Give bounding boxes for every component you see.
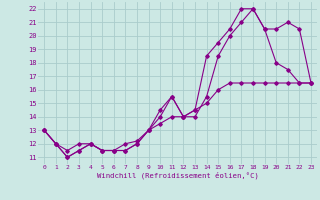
X-axis label: Windchill (Refroidissement éolien,°C): Windchill (Refroidissement éolien,°C) xyxy=(97,172,259,179)
